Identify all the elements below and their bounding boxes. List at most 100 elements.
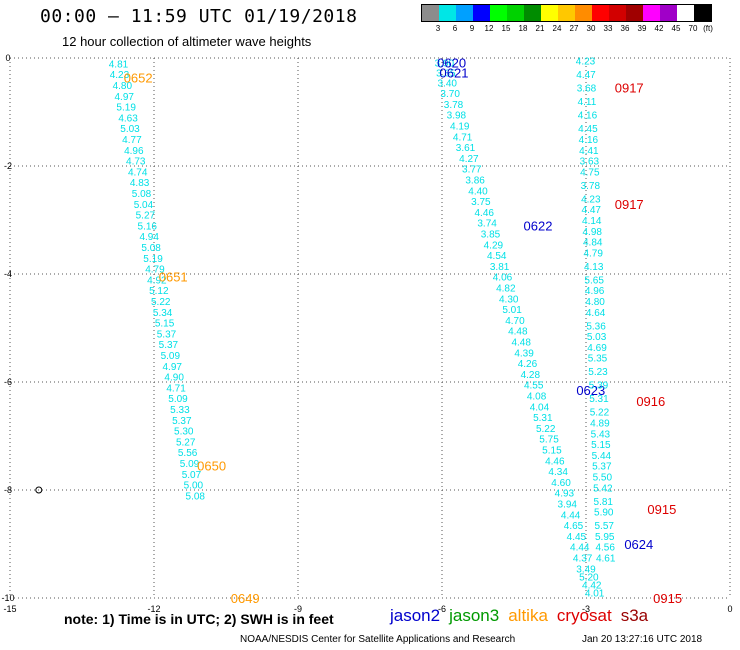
- swh-value: 5.07: [182, 470, 202, 481]
- swh-value: 4.80: [585, 297, 605, 308]
- legend-label: 39: [637, 24, 647, 33]
- track-jason2: 3.903.653.403.703.783.984.194.713.614.27…: [435, 55, 654, 599]
- swh-value: 4.14: [582, 216, 602, 227]
- legend-swatch: [439, 5, 456, 21]
- swh-value: 4.71: [166, 383, 186, 394]
- swh-value: 3.81: [490, 262, 510, 273]
- footer-credit: NOAA/NESDIS Center for Satellite Applica…: [240, 634, 516, 645]
- legend-label: 36: [620, 24, 630, 33]
- swh-value: 5.57: [595, 521, 615, 532]
- swh-value: 5.42: [593, 483, 613, 494]
- swh-value: 4.90: [164, 373, 184, 384]
- swh-value: 3.75: [471, 197, 491, 208]
- y-tick-label: -10: [1, 593, 14, 603]
- legend-label: 15: [501, 24, 511, 33]
- time-label: 0651: [159, 270, 188, 285]
- swh-value: 5.15: [591, 440, 611, 451]
- swh-value: 4.61: [596, 554, 616, 565]
- footer-note: note: 1) Time is in UTC; 2) SWH is in fe…: [64, 611, 334, 627]
- x-tick-label: -9: [294, 604, 302, 614]
- satellite-legend: jason2 jason3 altika cryosat s3a: [390, 606, 657, 626]
- time-label: 0623: [576, 383, 605, 398]
- swh-value: 3.61: [456, 143, 476, 154]
- legend-swatch: [524, 5, 541, 21]
- time-label: 0917: [615, 197, 644, 212]
- swh-value: 4.23: [110, 70, 130, 81]
- swh-value: 4.84: [583, 238, 603, 249]
- swh-value: 4.04: [530, 402, 550, 413]
- swh-value: 3.74: [477, 219, 497, 230]
- legend-swatch: [609, 5, 626, 21]
- swh-value: 4.16: [578, 111, 598, 122]
- swh-value: 5.37: [592, 462, 612, 473]
- swh-value: 3.68: [577, 84, 597, 95]
- swh-value: 4.06: [493, 273, 513, 284]
- swh-value: 5.37: [157, 329, 177, 340]
- swh-value: 3.78: [581, 181, 601, 192]
- legend-swatch: [456, 5, 473, 21]
- swh-value: 5.39: [589, 381, 609, 392]
- legend-swatch: [677, 5, 694, 21]
- swh-value: 5.09: [168, 394, 188, 405]
- time-label: 0649: [231, 591, 260, 606]
- swh-value: 5.44: [592, 451, 612, 462]
- swh-value: 3.40: [438, 78, 458, 89]
- swh-value: 5.01: [502, 305, 522, 316]
- time-label: 0620: [437, 55, 466, 70]
- legend-swatch: [558, 5, 575, 21]
- swh-value: 3.70: [440, 89, 460, 100]
- swh-value: 4.23: [576, 57, 596, 68]
- swh-value: 5.16: [138, 221, 158, 232]
- swh-value: 4.71: [453, 132, 473, 143]
- swh-value: 4.73: [126, 157, 146, 168]
- y-tick-label: -6: [4, 377, 12, 387]
- swh-value: 4.79: [583, 248, 603, 259]
- legend-swatch: [490, 5, 507, 21]
- swh-value: 5.15: [542, 446, 562, 457]
- swh-value: 4.48: [511, 338, 531, 349]
- swh-value: 5.08: [132, 189, 152, 200]
- swh-value: 4.64: [586, 308, 606, 319]
- swh-value: 5.09: [161, 351, 181, 362]
- swh-value: 4.39: [514, 348, 534, 359]
- legend-label: 6: [452, 24, 458, 33]
- swh-value: 5.43: [591, 429, 611, 440]
- time-label: 0916: [636, 394, 665, 409]
- swh-value: 3.90: [435, 58, 455, 69]
- swh-value: 4.89: [590, 419, 610, 430]
- swh-value: 5.03: [120, 124, 140, 135]
- swh-value: 4.74: [128, 167, 148, 178]
- legend-swatch: [541, 5, 558, 21]
- time-label: 0624: [624, 537, 653, 552]
- swh-value: 4.63: [118, 113, 138, 124]
- swh-value: 5.75: [539, 435, 559, 446]
- y-tick-label: -2: [4, 161, 12, 171]
- grid-lines: [9, 57, 731, 599]
- swh-value: 5.35: [588, 354, 608, 365]
- page-title: 00:00 — 11:59 UTC 01/19/2018: [40, 6, 358, 27]
- swh-value: 4.98: [583, 227, 603, 238]
- legend-label: 24: [552, 24, 562, 33]
- swh-value: 5.20: [579, 572, 599, 583]
- swh-value: 3.78: [444, 100, 464, 111]
- legend-label: 12: [484, 24, 494, 33]
- swh-value: 5.37: [172, 416, 192, 427]
- swh-value: 5.15: [155, 319, 175, 330]
- satellite-legend-jason3: jason3: [449, 606, 500, 625]
- swh-value: 3.98: [447, 111, 467, 122]
- swh-value: 4.29: [484, 240, 504, 251]
- satellite-legend-s3a: s3a: [620, 606, 649, 625]
- swh-value: 5.19: [143, 254, 163, 265]
- swh-value: 4.01: [585, 589, 605, 600]
- y-tick-label: 0: [5, 53, 10, 63]
- swh-value: 5.23: [588, 367, 608, 378]
- swh-value: 5.08: [186, 491, 206, 502]
- swh-value: 5.30: [174, 427, 194, 438]
- swh-value: 5.27: [136, 211, 156, 222]
- legend-labels: 3 6 9 12 15 18 21 24 27 30 33 36 39 42 45 70 (ft): [421, 22, 713, 36]
- color-legend: 3 6 9 12 15 18 21 24 27 30 33 36 39 42 45 70 (ft): [421, 4, 713, 36]
- satellite-legend-cryosat: cryosat: [556, 606, 612, 625]
- swh-value: 5.00: [184, 481, 204, 492]
- swh-value: 4.69: [587, 343, 607, 354]
